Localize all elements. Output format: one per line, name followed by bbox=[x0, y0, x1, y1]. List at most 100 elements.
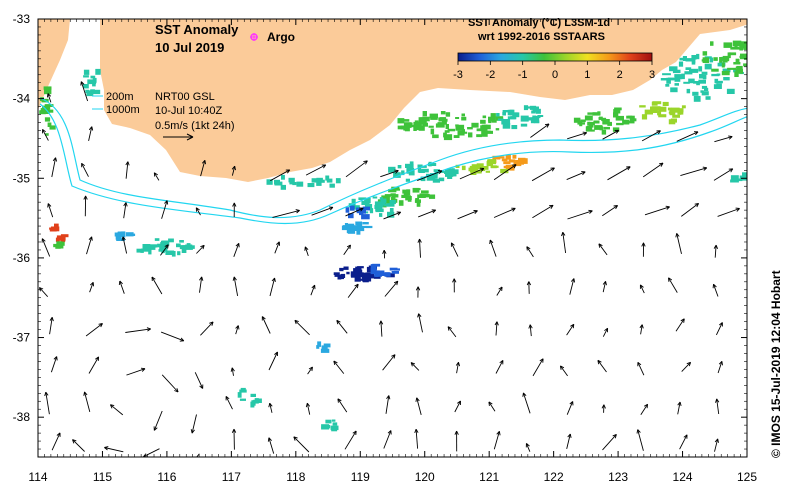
sst-pixel bbox=[447, 174, 454, 176]
sst-pixel bbox=[488, 159, 496, 164]
colorbar-tick-label: 3 bbox=[649, 69, 655, 81]
sst-pixel bbox=[408, 198, 412, 202]
sst-pixel bbox=[730, 47, 739, 50]
sst-pixel bbox=[240, 399, 246, 401]
sst-pixel bbox=[140, 250, 143, 253]
sst-pixel bbox=[85, 90, 89, 93]
sst-pixel bbox=[668, 108, 672, 111]
sst-pixel bbox=[359, 213, 363, 215]
sst-pixel bbox=[501, 119, 510, 125]
sst-pixel bbox=[345, 223, 348, 227]
y-tick-label: -36 bbox=[13, 251, 31, 265]
colorbar-tick-label: -2 bbox=[485, 69, 495, 81]
sst-pixel bbox=[83, 75, 89, 77]
sst-pixel bbox=[380, 197, 383, 200]
sst-pixel bbox=[362, 222, 369, 224]
sst-pixel bbox=[662, 73, 671, 75]
sst-pixel bbox=[689, 69, 692, 72]
sst-pixel bbox=[344, 267, 349, 270]
sst-pixel bbox=[462, 132, 467, 134]
argo-label: Argo bbox=[267, 30, 295, 44]
sst-pixel bbox=[600, 126, 604, 130]
sst-pixel bbox=[363, 207, 370, 211]
sst-pixel bbox=[695, 96, 701, 99]
sst-pixel bbox=[506, 155, 511, 160]
sst-pixel bbox=[652, 106, 661, 110]
sst-pixel bbox=[316, 345, 319, 349]
sst-pixel bbox=[536, 109, 541, 114]
sst-pixel bbox=[182, 248, 187, 254]
y-tick-label: -35 bbox=[13, 171, 31, 185]
sst-pixel bbox=[692, 92, 698, 96]
sst-pixel bbox=[736, 179, 743, 182]
sst-pixel bbox=[722, 63, 725, 68]
sst-pixel bbox=[714, 84, 721, 89]
sst-pixel bbox=[470, 166, 478, 171]
sst-pixel bbox=[330, 184, 335, 188]
sst-pixel bbox=[376, 209, 384, 213]
sst-pixel bbox=[333, 422, 338, 425]
sst-pixel bbox=[325, 420, 331, 424]
sst-pixel bbox=[673, 70, 681, 73]
sst-pixel bbox=[607, 122, 612, 126]
sst-pixel bbox=[371, 264, 375, 268]
sst-pixel bbox=[687, 89, 691, 93]
sst-pixel bbox=[508, 110, 514, 116]
sst-pixel bbox=[363, 277, 369, 282]
sst-pixel bbox=[462, 166, 466, 170]
sst-pixel bbox=[508, 116, 516, 119]
sst-pixel bbox=[727, 68, 736, 70]
sst-pixel bbox=[420, 193, 429, 196]
sst-pixel bbox=[496, 128, 500, 130]
sst-pixel bbox=[61, 237, 66, 242]
sst-pixel bbox=[417, 188, 421, 190]
sst-pixel bbox=[688, 79, 695, 84]
sst-pixel bbox=[698, 80, 706, 84]
x-tick-label: 122 bbox=[544, 470, 564, 484]
sst-pixel bbox=[744, 46, 747, 50]
sst-pixel bbox=[40, 110, 43, 113]
sst-pixel bbox=[471, 123, 478, 128]
sst-pixel bbox=[715, 81, 723, 84]
sst-pixel bbox=[452, 168, 455, 173]
sst-pixel bbox=[423, 123, 428, 127]
sst-pixel bbox=[502, 112, 506, 116]
sst-pixel bbox=[593, 112, 601, 115]
sst-pixel bbox=[446, 112, 450, 117]
sst-pixel bbox=[581, 120, 586, 123]
sst-pixel bbox=[698, 66, 702, 71]
sst-pixel bbox=[443, 133, 447, 138]
sst-pixel bbox=[381, 201, 385, 206]
sst-pixel bbox=[668, 78, 674, 81]
sst-pixel bbox=[492, 119, 497, 122]
sst-pixel bbox=[441, 111, 446, 114]
sst-pixel bbox=[630, 118, 637, 121]
sst-pixel bbox=[56, 238, 60, 242]
x-tick-label: 120 bbox=[415, 470, 435, 484]
sst-pixel bbox=[45, 117, 50, 121]
sst-pixel bbox=[429, 195, 435, 199]
sst-pixel bbox=[421, 169, 429, 173]
sst-pixel bbox=[398, 165, 402, 168]
sst-pixel bbox=[639, 105, 646, 107]
sst-pixel bbox=[736, 67, 740, 69]
colorbar-tick-label: 2 bbox=[617, 69, 623, 81]
sst-pixel bbox=[155, 238, 160, 241]
sst-pixel bbox=[390, 268, 398, 271]
x-tick-label: 115 bbox=[93, 470, 112, 484]
sst-pixel bbox=[703, 51, 708, 55]
sst-pixel bbox=[521, 124, 527, 127]
sst-pixel bbox=[719, 57, 723, 63]
sst-pixel bbox=[361, 272, 364, 277]
sst-pixel bbox=[327, 425, 331, 428]
sst-pixel bbox=[509, 159, 516, 162]
sst-pixel bbox=[92, 90, 101, 94]
sst-pixel bbox=[686, 58, 695, 61]
sst-pixel bbox=[352, 199, 356, 203]
sst-pixel bbox=[513, 155, 517, 159]
sst-pixel bbox=[711, 69, 719, 72]
sst-pixel bbox=[375, 271, 378, 277]
sst-pixel bbox=[628, 116, 632, 119]
sst-pixel bbox=[250, 402, 254, 408]
